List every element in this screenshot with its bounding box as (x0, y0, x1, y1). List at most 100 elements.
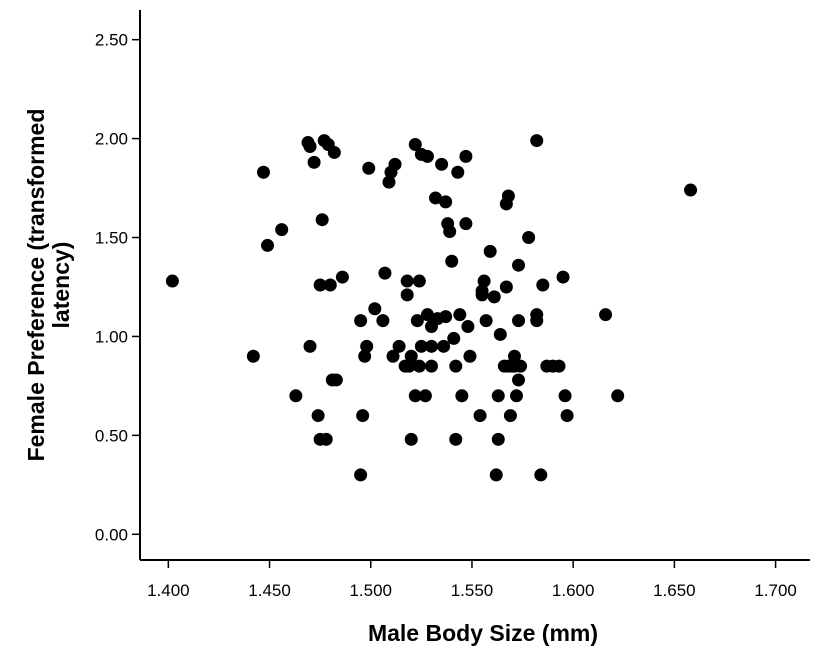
data-point (424, 339, 438, 353)
data-point (303, 339, 317, 353)
x-axis-title: Male Body Size (mm) (368, 620, 598, 646)
data-point (455, 389, 469, 403)
y-tick-label: 2.50 (95, 31, 128, 50)
data-point (319, 432, 333, 446)
x-tick-label: 1.600 (552, 581, 595, 600)
data-point (327, 145, 341, 159)
data-point (246, 349, 260, 363)
data-point (530, 308, 544, 322)
data-point (534, 468, 548, 482)
data-point (493, 327, 507, 341)
data-point (447, 331, 461, 345)
data-point (552, 359, 566, 373)
data-point (335, 270, 349, 284)
data-point (404, 349, 418, 363)
data-point (408, 389, 422, 403)
data-point (360, 339, 374, 353)
x-tick-label: 1.450 (248, 581, 291, 600)
data-point (503, 409, 517, 423)
data-point (418, 389, 432, 403)
data-point (329, 373, 343, 387)
data-point (303, 140, 317, 154)
data-point (362, 161, 376, 175)
data-point (429, 191, 443, 205)
data-point (376, 314, 390, 328)
data-point (356, 409, 370, 423)
data-point (611, 389, 625, 403)
data-point (483, 244, 497, 258)
data-point (261, 238, 275, 252)
data-point (439, 195, 453, 209)
y-ticks-group: 0.00 0.50 1.00 1.50 2.00 2.50 (95, 31, 140, 544)
data-point (453, 308, 467, 322)
data-point (512, 373, 526, 387)
data-point (489, 468, 503, 482)
data-point (459, 217, 473, 231)
data-point (420, 308, 434, 322)
data-point (378, 266, 392, 280)
data-point (459, 149, 473, 163)
data-point (275, 223, 289, 237)
data-point (445, 254, 459, 268)
data-point (256, 165, 270, 179)
data-point (451, 165, 465, 179)
data-point (530, 134, 544, 148)
data-point (388, 157, 402, 171)
data-point (354, 314, 368, 328)
y-tick-label: 0.00 (95, 525, 128, 544)
y-axis-title-line-1: Female Preference (transformed (23, 109, 49, 462)
data-point (463, 349, 477, 363)
y-tick-label: 1.50 (95, 229, 128, 248)
data-point (435, 157, 449, 171)
data-point (400, 274, 414, 288)
x-tick-label: 1.500 (349, 581, 392, 600)
data-point (536, 278, 550, 292)
data-point (475, 288, 489, 302)
data-point (477, 274, 491, 288)
data-point (404, 432, 418, 446)
data-point (412, 359, 426, 373)
data-point (382, 175, 396, 189)
data-point (487, 290, 501, 304)
data-point (307, 155, 321, 169)
data-point (410, 314, 424, 328)
data-point (439, 310, 453, 324)
data-point (501, 189, 515, 203)
x-tick-label: 1.550 (451, 581, 494, 600)
data-point (412, 274, 426, 288)
data-point (368, 302, 382, 316)
data-point (684, 183, 698, 197)
axes-group (139, 10, 810, 561)
data-point (499, 280, 513, 294)
data-point (512, 314, 526, 328)
data-point (424, 359, 438, 373)
data-point (449, 359, 463, 373)
data-point (507, 349, 521, 363)
y-tick-label: 0.50 (95, 426, 128, 445)
data-point (512, 258, 526, 272)
data-point (323, 278, 337, 292)
data-point (414, 339, 428, 353)
data-points-group (165, 134, 698, 482)
data-point (491, 432, 505, 446)
data-point (386, 349, 400, 363)
data-point (392, 339, 406, 353)
data-point (443, 225, 457, 239)
x-tick-label: 1.400 (147, 581, 190, 600)
data-point (522, 231, 536, 245)
data-point (491, 389, 505, 403)
data-point (311, 409, 325, 423)
data-point (315, 213, 329, 227)
y-axis-title-line-2: latency) (48, 242, 74, 329)
data-point (289, 389, 303, 403)
data-point (461, 320, 475, 334)
data-point (514, 359, 528, 373)
data-point (165, 274, 179, 288)
data-point (479, 314, 493, 328)
data-point (560, 409, 574, 423)
data-point (420, 149, 434, 163)
y-axis-title: Female Preference (transformed latency) (23, 109, 74, 462)
y-tick-label: 2.00 (95, 130, 128, 149)
data-point (408, 138, 422, 152)
